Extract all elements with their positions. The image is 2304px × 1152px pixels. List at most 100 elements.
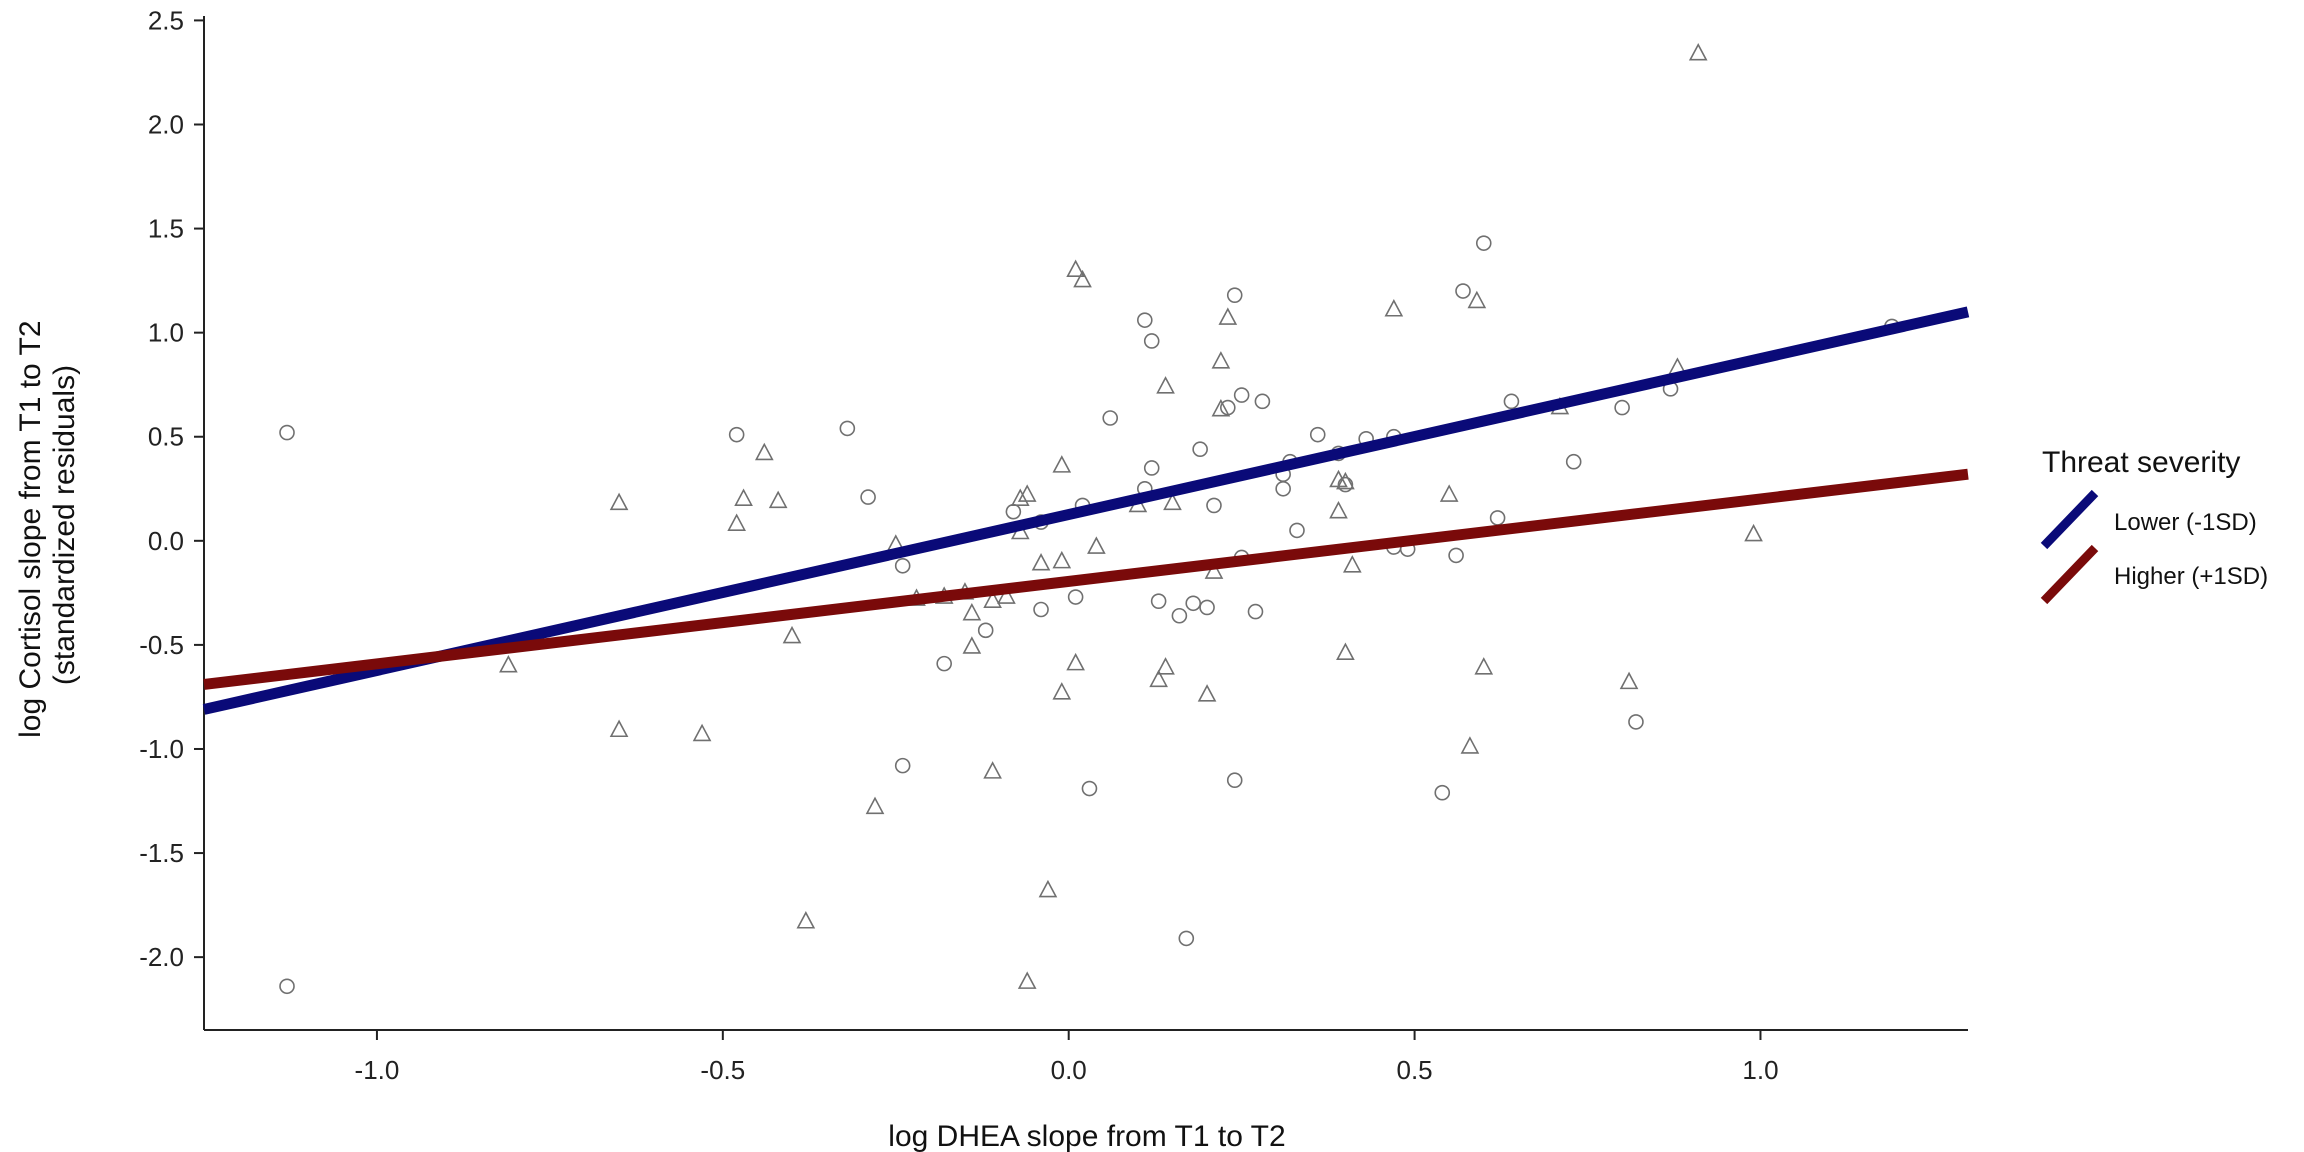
data-point-triangle bbox=[796, 911, 816, 929]
data-point-circle bbox=[1337, 476, 1354, 493]
data-point-circle bbox=[279, 978, 295, 995]
data-point-circle bbox=[1489, 510, 1506, 526]
data-point-triangle bbox=[1619, 671, 1639, 690]
data-point-circle bbox=[1185, 595, 1202, 612]
data-point-triangle bbox=[1073, 269, 1092, 288]
data-point-triangle bbox=[609, 492, 629, 511]
data-point-triangle bbox=[734, 488, 753, 506]
x-tick-label: 1.0 bbox=[1742, 1055, 1778, 1085]
data-point-triangle bbox=[768, 490, 788, 509]
legend-title: Threat severity bbox=[2042, 446, 2240, 479]
data-point-circle bbox=[936, 655, 952, 672]
data-point-circle bbox=[1254, 393, 1271, 410]
data-point-triangle bbox=[865, 796, 885, 815]
data-point-triangle bbox=[692, 723, 712, 742]
data-point-circle bbox=[1178, 930, 1195, 947]
data-point-triangle bbox=[1052, 455, 1072, 473]
y-axis-title-line-1: log Cortisol slope from T1 to T2 bbox=[14, 320, 47, 737]
data-point-circle bbox=[1102, 410, 1119, 426]
data-point-triangle bbox=[983, 761, 1002, 779]
y-axis-title: log Cortisol slope from T1 to T2 (standa… bbox=[14, 312, 81, 738]
y-tick-label: 1.0 bbox=[148, 318, 184, 348]
data-point-circle bbox=[1143, 333, 1160, 349]
data-point-circle bbox=[1628, 714, 1644, 730]
y-tick-label: 2.5 bbox=[148, 5, 184, 35]
data-point-circle bbox=[1309, 426, 1326, 443]
data-point-circle bbox=[1233, 387, 1250, 403]
data-point-triangle bbox=[782, 625, 802, 644]
data-point-triangle bbox=[754, 442, 774, 461]
x-tick-label: 0.5 bbox=[1397, 1055, 1433, 1085]
data-point-triangle bbox=[997, 586, 1016, 604]
data-point-circle bbox=[1033, 601, 1049, 618]
data-point-triangle bbox=[962, 636, 982, 654]
data-point-circle bbox=[839, 420, 856, 437]
data-point-triangle bbox=[1066, 259, 1085, 278]
y-tick-label: 1.5 bbox=[148, 214, 184, 244]
data-point-triangle bbox=[1197, 684, 1217, 702]
data-point-triangle bbox=[1017, 971, 1037, 989]
data-point-triangle bbox=[1384, 299, 1404, 317]
data-point-circle bbox=[1192, 441, 1208, 458]
data-point-triangle bbox=[1052, 550, 1072, 569]
x-axis-title: log DHEA slope from T1 to T2 bbox=[888, 1120, 1285, 1152]
data-point-circle bbox=[1434, 784, 1451, 801]
data-point-triangle bbox=[499, 655, 518, 673]
data-point-triangle bbox=[1149, 669, 1168, 688]
data-point-circle bbox=[279, 424, 295, 441]
data-point-triangle bbox=[1474, 657, 1494, 675]
data-point-circle bbox=[1137, 312, 1153, 328]
fit-line-lower bbox=[202, 306, 1970, 715]
data-point-circle bbox=[1275, 480, 1291, 497]
data-point-circle bbox=[1067, 589, 1084, 605]
y-tick-label: 2.0 bbox=[148, 109, 184, 139]
x-tick-label: -0.5 bbox=[700, 1055, 745, 1085]
data-point-triangle bbox=[1156, 376, 1175, 394]
data-point-circle bbox=[860, 489, 876, 505]
data-point-circle bbox=[1614, 399, 1630, 416]
data-point-circle bbox=[1247, 603, 1264, 620]
legend-label-higher: Higher (+1SD) bbox=[2114, 563, 2268, 590]
data-point-circle bbox=[977, 622, 994, 639]
data-point-triangle bbox=[1336, 642, 1355, 661]
data-point-circle bbox=[1455, 283, 1471, 299]
data-point-circle bbox=[1565, 453, 1582, 470]
x-tick-label: -1.0 bbox=[355, 1055, 400, 1085]
data-points bbox=[279, 43, 1900, 995]
data-point-circle bbox=[1226, 287, 1243, 303]
data-point-circle bbox=[1289, 522, 1305, 539]
axes: -1.0 -0.5 0.0 0.5 1.0 2.5 2.0 1.5 1.0 0.5 0.0 -0.5… bbox=[139, 5, 1968, 1085]
y-tick-label: -1.0 bbox=[139, 734, 184, 764]
data-point-triangle bbox=[1017, 484, 1037, 502]
data-point-triangle bbox=[1218, 307, 1238, 325]
data-point-circle bbox=[1150, 593, 1167, 609]
data-point-circle bbox=[728, 426, 745, 443]
data-point-triangle bbox=[1010, 488, 1030, 506]
y-tick-label: -2.0 bbox=[139, 942, 184, 972]
data-point-triangle bbox=[1031, 553, 1051, 571]
data-point-triangle bbox=[983, 590, 1002, 608]
legend: Threat severity Lower (-1SD) Higher (+1S… bbox=[2040, 446, 2268, 605]
data-point-triangle bbox=[1156, 657, 1175, 675]
data-point-triangle bbox=[1163, 492, 1182, 511]
x-tick-label: 0.0 bbox=[1051, 1055, 1087, 1085]
data-point-triangle bbox=[1467, 290, 1487, 309]
legend-label-lower: Lower (-1SD) bbox=[2114, 509, 2257, 536]
data-point-triangle bbox=[1038, 879, 1058, 898]
data-point-triangle bbox=[1336, 471, 1355, 490]
y-tick-label: 0.5 bbox=[148, 422, 184, 452]
data-point-triangle bbox=[1460, 736, 1480, 754]
data-point-triangle bbox=[1211, 351, 1231, 369]
data-point-triangle bbox=[1744, 523, 1763, 542]
data-point-circle bbox=[1206, 497, 1222, 514]
data-point-triangle bbox=[609, 719, 629, 738]
data-point-triangle bbox=[1211, 398, 1231, 417]
y-tick-label: -0.5 bbox=[139, 630, 184, 660]
legend-swatch-higher bbox=[2040, 544, 2099, 605]
data-point-triangle bbox=[1052, 682, 1072, 700]
y-axis-title-line-2: (standardized residuals) bbox=[48, 365, 81, 685]
data-point-circle bbox=[1503, 393, 1520, 410]
data-point-triangle bbox=[1439, 484, 1459, 502]
data-point-circle bbox=[894, 757, 911, 774]
